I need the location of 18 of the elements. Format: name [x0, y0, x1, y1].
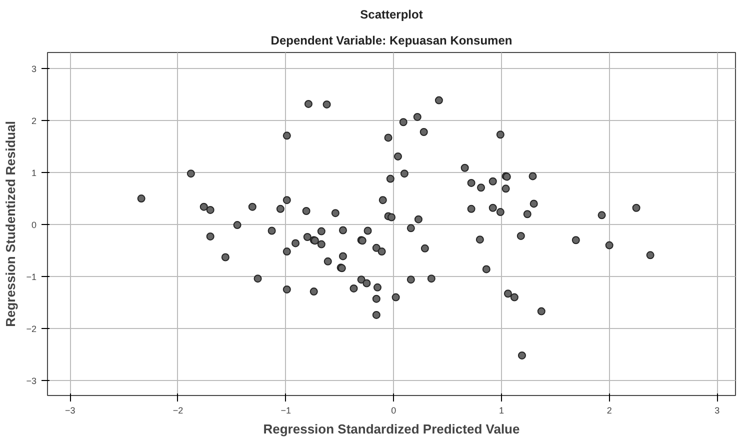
y-tick-label: 1 — [31, 168, 37, 178]
y-axis-title: Regression Studentized Residual — [3, 121, 18, 327]
y-tick-label: −3 — [26, 376, 37, 386]
x-tick-label: −2 — [172, 406, 184, 416]
x-tick-label: 1 — [498, 406, 504, 416]
y-tick-label: −1 — [26, 272, 37, 282]
chart-subtitle: Dependent Variable: Kepuasan Konsumen — [270, 34, 512, 48]
y-tick-label: 0 — [31, 220, 37, 230]
y-tick-label: −2 — [26, 324, 37, 334]
x-tick-label: 0 — [391, 406, 396, 416]
chart-title: Scatterplot — [360, 8, 423, 22]
x-tick-label: 2 — [606, 406, 612, 416]
x-tick-label: −3 — [65, 406, 76, 416]
y-tick-label: 2 — [31, 116, 37, 126]
x-axis-title: Regression Standardized Predicted Value — [263, 422, 520, 436]
y-tick-label: 3 — [31, 64, 37, 74]
x-tick-label: 3 — [714, 406, 720, 416]
x-tick-label: −1 — [280, 406, 291, 416]
